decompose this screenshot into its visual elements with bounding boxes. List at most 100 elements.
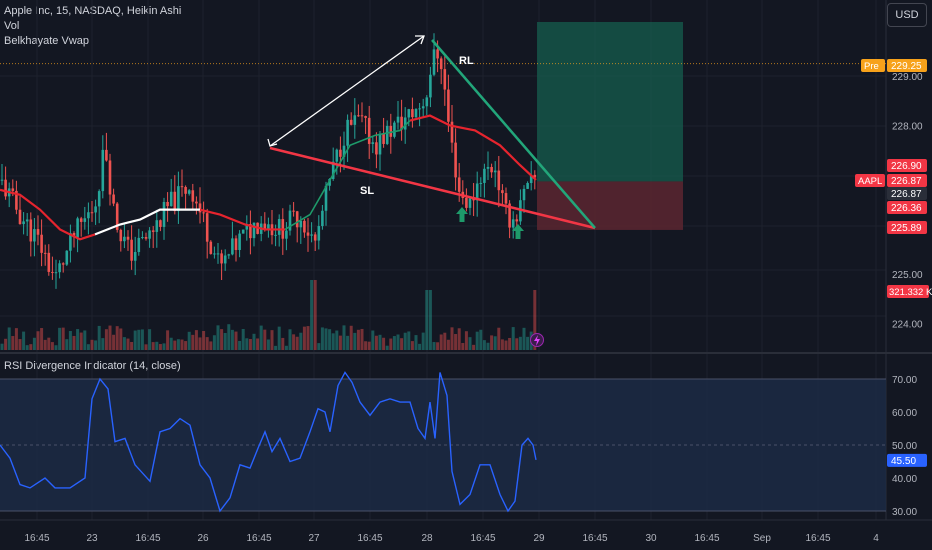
candle-body	[173, 191, 177, 212]
candle-body	[364, 116, 367, 118]
volume-bar	[472, 344, 476, 350]
volume-bar	[403, 332, 407, 350]
candle-body	[76, 218, 79, 238]
volume-bar	[14, 328, 18, 350]
volume-bar	[461, 343, 465, 350]
volume-bar	[256, 338, 260, 350]
candle-body	[123, 236, 126, 242]
candle-body	[54, 272, 58, 274]
volume-bar	[533, 290, 537, 350]
volume-bar	[169, 337, 173, 350]
volume-bar	[94, 340, 98, 350]
volume-bar	[414, 335, 418, 350]
candle-body	[508, 203, 511, 228]
candle-body	[47, 252, 51, 272]
candle-body	[313, 234, 317, 241]
volume-bar	[464, 331, 468, 350]
volume-bar	[360, 328, 364, 350]
volume-bar	[284, 345, 288, 350]
symbol-title[interactable]: Apple Inc, 15, NASDAQ, Heikin Ashi	[4, 5, 182, 17]
candle-body	[483, 168, 486, 183]
volume-bar	[266, 339, 270, 350]
volume-bar	[112, 334, 116, 350]
vwap-legend[interactable]: Belkhayate Vwap	[4, 35, 89, 47]
time-tick-label: 16:45	[694, 533, 719, 544]
price-tick-label: 224.00	[892, 320, 923, 331]
vwap-line	[409, 114, 537, 181]
volume-bar	[234, 331, 238, 350]
candle-body	[137, 237, 141, 253]
candle-body	[141, 237, 144, 239]
rsi-tick-label: 60.00	[892, 408, 917, 419]
support-line	[269, 146, 596, 230]
price-tick-label: 229.00	[892, 72, 923, 83]
volume-bar	[158, 344, 162, 350]
candle-body	[414, 109, 418, 118]
volume-bar	[259, 325, 263, 350]
price-tag-value: 226.90	[891, 161, 922, 172]
candle-body	[223, 255, 227, 264]
projection-arrow	[269, 35, 425, 147]
candle-body	[108, 160, 112, 195]
candle-body	[468, 198, 472, 208]
price-tag	[887, 59, 927, 72]
candle-body	[213, 253, 216, 255]
volume-bar	[140, 329, 144, 350]
volume-bar	[454, 334, 458, 350]
candle-body	[151, 230, 155, 232]
volume-bar	[306, 326, 310, 350]
candle-body	[357, 115, 360, 117]
candle-body	[295, 211, 299, 228]
rsi-tick-label: 50.00	[892, 441, 917, 452]
vwap-line	[0, 188, 96, 241]
candle-body	[148, 230, 151, 239]
volume-bar	[11, 336, 15, 350]
candle-body	[11, 188, 15, 191]
price-tag	[887, 187, 927, 200]
volume-bar	[515, 338, 519, 350]
candle-body	[40, 234, 43, 253]
volume-bar	[7, 327, 11, 350]
candle-body	[310, 234, 313, 236]
resistance-line	[431, 39, 596, 229]
volume-legend[interactable]: Vol	[4, 20, 20, 32]
candle-body	[90, 212, 94, 214]
currency-button[interactable]: USD	[887, 3, 927, 27]
candle-body	[177, 186, 180, 212]
candle-body	[335, 149, 339, 162]
candle-body	[331, 161, 335, 179]
volume-bar	[151, 342, 155, 350]
candle-body	[378, 133, 382, 155]
candle-body	[205, 213, 209, 242]
vwap-line	[94, 208, 200, 236]
volume-bar	[378, 334, 382, 350]
volume-bar	[324, 328, 328, 350]
candle-body	[418, 108, 421, 110]
candle-body	[97, 191, 101, 207]
candle-body	[15, 190, 18, 210]
volume-bar	[126, 338, 130, 350]
candle-body	[25, 219, 29, 222]
volume-bar	[407, 331, 411, 350]
volume-bar	[457, 328, 461, 350]
volume-bar	[65, 339, 69, 350]
volume-bar	[410, 341, 414, 350]
candle-body	[360, 115, 364, 117]
candle-body	[407, 109, 411, 118]
volume-bar	[421, 332, 425, 350]
candle-body	[447, 89, 450, 122]
candle-body	[159, 220, 162, 227]
candle-body	[126, 236, 130, 240]
candle-body	[501, 190, 504, 194]
candle-body	[115, 203, 119, 230]
volume-bar	[241, 328, 245, 350]
volume-bar	[493, 336, 497, 350]
volume-bar	[479, 329, 483, 350]
candle-body	[349, 119, 353, 125]
candle-body	[101, 149, 105, 192]
price-tag-label: Pre	[864, 61, 879, 72]
candle-body	[33, 229, 36, 242]
volume-bar	[490, 335, 494, 350]
candle-body	[490, 166, 493, 173]
